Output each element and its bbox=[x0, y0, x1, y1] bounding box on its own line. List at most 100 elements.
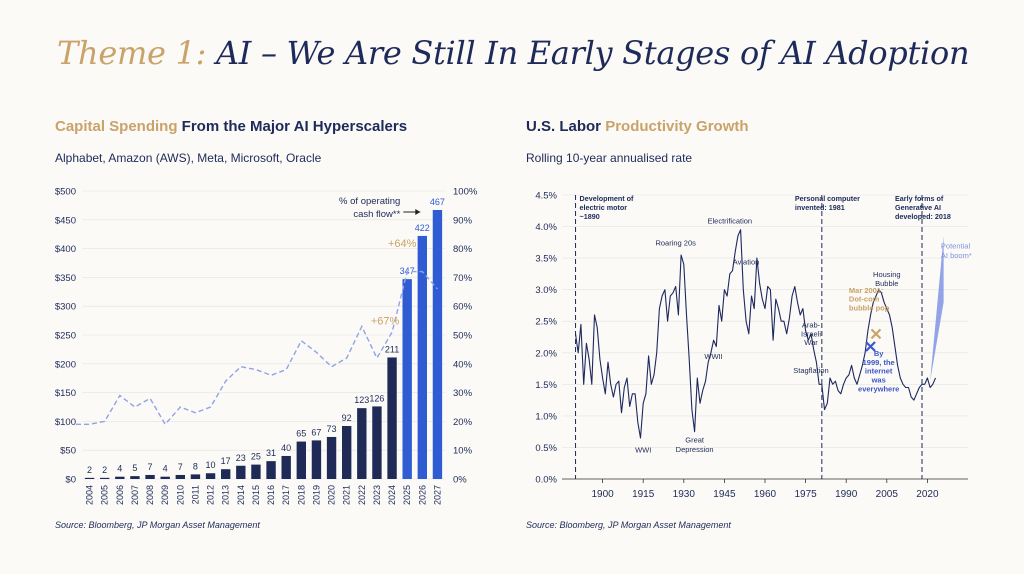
page-title-rest: AI – We Are Still In Early Stages of AI … bbox=[206, 34, 970, 72]
chart-annotation: internet bbox=[865, 367, 893, 376]
x-tick-label: 2017 bbox=[281, 485, 291, 505]
y-tick-label: $250 bbox=[55, 331, 76, 342]
bar-value-label: 23 bbox=[236, 453, 246, 463]
x-tick-label: 2022 bbox=[357, 485, 367, 505]
x-tick-label: 2020 bbox=[327, 485, 337, 505]
chart-annotation: Potential bbox=[941, 242, 971, 251]
chart-annotation: Roaring 20s bbox=[655, 238, 696, 247]
bar bbox=[99, 477, 110, 479]
y-tick-label: $450 bbox=[55, 215, 76, 226]
y2-tick-label: 100% bbox=[453, 187, 478, 198]
bar-value-label: 7 bbox=[148, 462, 153, 472]
y-tick-label: $150 bbox=[55, 388, 76, 399]
bar-value-label: 40 bbox=[281, 443, 291, 453]
chart-annotation: Great bbox=[685, 435, 705, 444]
chart-annotation: bubble pop bbox=[849, 303, 890, 312]
y2-tick-label: 80% bbox=[453, 244, 473, 255]
bar bbox=[417, 235, 428, 479]
chart-annotation: Mar 2001: bbox=[849, 286, 884, 295]
x-tick-label: 2007 bbox=[130, 485, 140, 505]
y2-tick-label: 40% bbox=[453, 359, 473, 370]
bar-value-label: 67 bbox=[311, 427, 321, 437]
bar-value-label: 2 bbox=[87, 465, 92, 475]
x-tick-label: 2016 bbox=[266, 485, 276, 505]
chart-annotation: was bbox=[871, 375, 886, 384]
x-tick-label: 2024 bbox=[387, 485, 397, 505]
pct-legend-label: % of operating bbox=[339, 196, 400, 207]
x-tick-label: 2023 bbox=[372, 485, 382, 505]
x-tick-label: 1915 bbox=[632, 489, 655, 500]
right-chart-title-highlight: Productivity Growth bbox=[605, 118, 749, 135]
bar-value-label: 4 bbox=[117, 464, 122, 474]
y-tick-label: $500 bbox=[55, 187, 76, 198]
x-tick-label: 2012 bbox=[206, 485, 216, 505]
x-tick-label: 2008 bbox=[145, 485, 155, 505]
bar bbox=[251, 464, 261, 479]
y-tick-label: 0.0% bbox=[535, 475, 557, 486]
chart-annotation: War bbox=[804, 338, 818, 347]
chart-annotation: 1999, the bbox=[863, 358, 895, 367]
milestone-label: Development of bbox=[580, 194, 635, 203]
milestone-label: electric motor bbox=[580, 203, 628, 212]
bar bbox=[236, 465, 246, 479]
growth-annotation: +67% bbox=[371, 315, 400, 327]
bar bbox=[84, 477, 95, 479]
x-tick-label: 1930 bbox=[673, 489, 696, 500]
y2-tick-label: 90% bbox=[453, 215, 473, 226]
bar bbox=[387, 357, 397, 479]
x-tick-label: 2020 bbox=[916, 489, 939, 500]
x-tick-label: 2006 bbox=[115, 485, 125, 505]
milestone-label: developed: 2018 bbox=[895, 212, 951, 221]
bar bbox=[205, 473, 216, 479]
page-title-highlight: Theme 1: bbox=[57, 34, 207, 72]
bar bbox=[160, 476, 170, 479]
y-tick-label: 1.5% bbox=[535, 380, 557, 391]
bar bbox=[372, 406, 382, 479]
x-tick-label: 2015 bbox=[251, 485, 261, 505]
chart-annotation: everywhere bbox=[858, 384, 899, 393]
y-tick-label: $100 bbox=[55, 417, 76, 428]
productivity-line-chart: 0.0% 0.5% 1.0% 1.5% 2.0% 2.5% 3.0% 3.5% 4.0% 4.5%… bbox=[535, 191, 972, 501]
y-tick-label: 3.5% bbox=[535, 254, 557, 265]
x-tick-label: 2025 bbox=[402, 485, 412, 505]
x-tick-label: 2019 bbox=[311, 485, 321, 505]
y-tick-label: 0.5% bbox=[535, 443, 557, 454]
productivity-line bbox=[574, 229, 937, 439]
pct-legend-label: cash flow** bbox=[353, 209, 400, 220]
bar bbox=[341, 426, 352, 479]
right-source-note: Source: Bloomberg, JP Morgan Asset Manag… bbox=[526, 520, 731, 530]
milestone-label: Generative AI bbox=[895, 203, 941, 212]
milestone-label: Personal computer bbox=[795, 194, 860, 203]
y2-tick-label: 50% bbox=[453, 331, 473, 342]
y2-tick-label: 60% bbox=[453, 302, 473, 313]
chart-annotation: AI boom* bbox=[941, 251, 972, 260]
bar-value-label: 123 bbox=[354, 395, 369, 405]
x-tick-label: 1945 bbox=[713, 489, 736, 500]
right-chart-subtitle: Rolling 10-year annualised rate bbox=[526, 151, 693, 165]
bar bbox=[115, 476, 125, 479]
y-tick-label: $0 bbox=[65, 475, 76, 486]
x-tick-label: 2027 bbox=[432, 485, 442, 505]
chart-annotation: Aviation bbox=[733, 257, 760, 266]
bar-value-label: 92 bbox=[342, 413, 352, 423]
chart-annotation: Depression bbox=[676, 445, 714, 454]
bar-value-label: 25 bbox=[251, 452, 261, 462]
internet-marker-icon bbox=[865, 341, 876, 352]
bar-value-label: 65 bbox=[296, 429, 306, 439]
chart-annotation: Bubble bbox=[875, 279, 898, 288]
x-tick-label: 2026 bbox=[417, 485, 427, 505]
bar bbox=[296, 441, 307, 479]
page-title: Theme 1: AI – We Are Still In Early Stag… bbox=[57, 34, 970, 72]
chart-annotation: By bbox=[874, 349, 884, 358]
y-tick-label: $300 bbox=[55, 302, 76, 313]
bar-value-label: 126 bbox=[369, 393, 384, 403]
x-tick-label: 2005 bbox=[876, 489, 899, 500]
y-tick-label: 2.5% bbox=[535, 317, 557, 328]
chart-annotation: Electrification bbox=[708, 216, 753, 225]
bar-value-label: 7 bbox=[178, 462, 183, 472]
y-tick-label: $200 bbox=[55, 359, 76, 370]
bar bbox=[281, 455, 291, 479]
y2-tick-label: 30% bbox=[453, 388, 473, 399]
left-chart-title: Capital Spending From the Major AI Hyper… bbox=[55, 118, 407, 135]
y2-tick-label: 20% bbox=[453, 417, 473, 428]
